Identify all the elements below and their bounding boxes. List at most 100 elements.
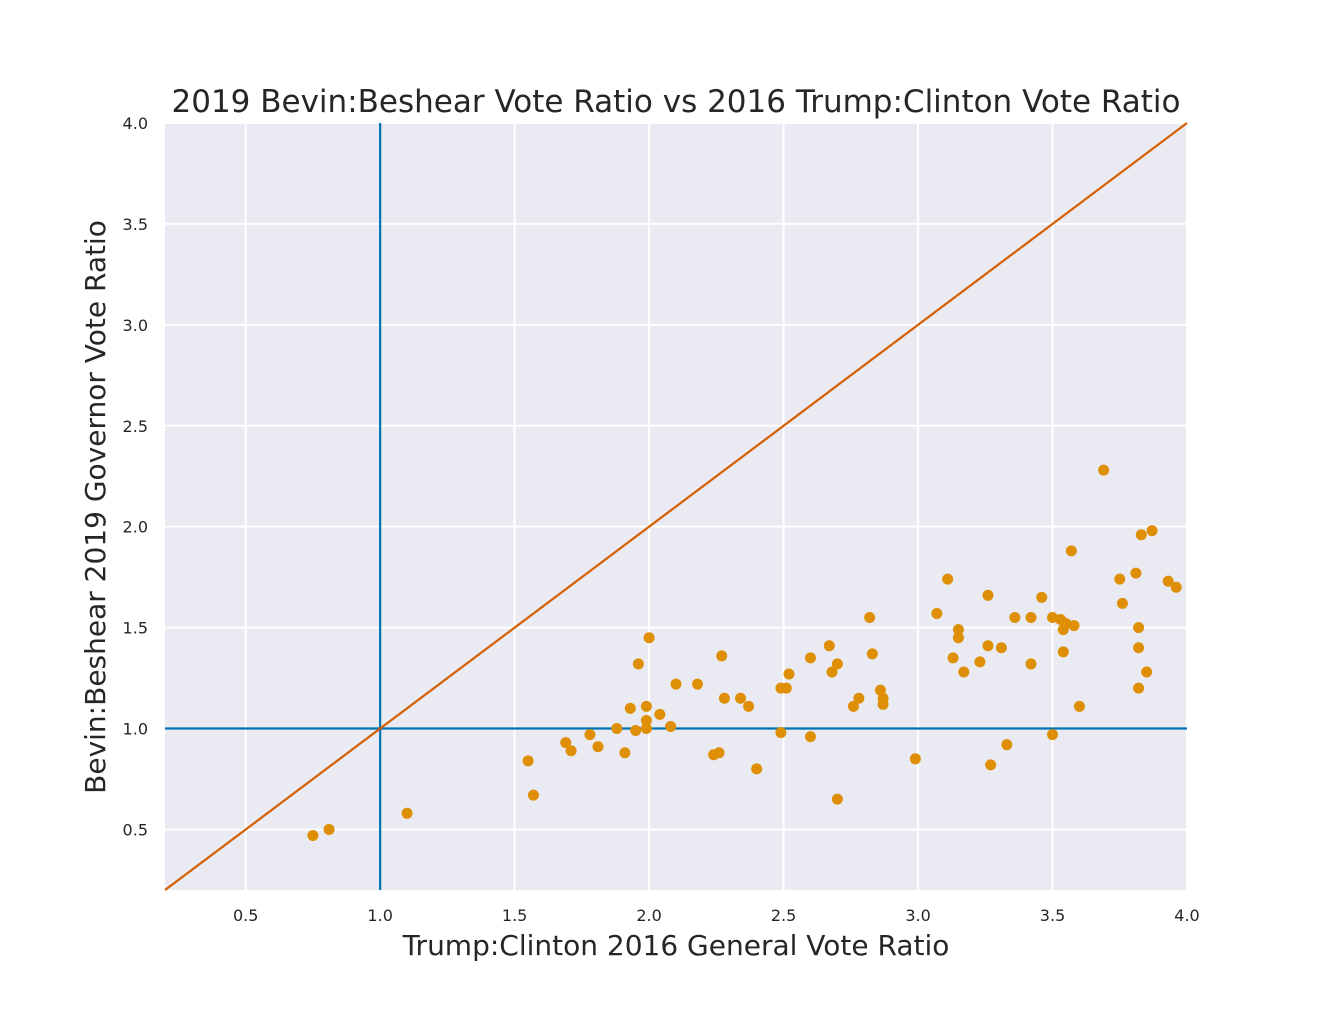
- y-tick-label: 3.5: [123, 215, 148, 234]
- data-point: [877, 698, 889, 710]
- diagonal-line: [164, 122, 1188, 891]
- y-tick-label: 1.0: [123, 720, 148, 739]
- x-tick-label: 4.0: [1174, 906, 1199, 925]
- data-point: [1009, 612, 1021, 624]
- data-point: [713, 747, 725, 759]
- y-tick-label: 2.5: [123, 417, 148, 436]
- data-point: [783, 668, 795, 680]
- data-point: [804, 731, 816, 743]
- data-point: [718, 692, 730, 704]
- data-point: [826, 666, 838, 678]
- data-point: [848, 700, 860, 712]
- data-point: [630, 725, 642, 737]
- data-point: [654, 708, 666, 720]
- data-point: [1133, 622, 1145, 634]
- data-point: [804, 652, 816, 664]
- data-point: [1001, 739, 1013, 751]
- y-tick-label: 2.0: [123, 518, 148, 537]
- data-point: [565, 745, 577, 757]
- data-points: [307, 464, 1182, 842]
- data-point: [1047, 729, 1059, 741]
- data-point: [995, 642, 1007, 654]
- x-tick-label: 2.5: [771, 906, 796, 925]
- data-point: [775, 727, 787, 739]
- y-axis-label: Bevin:Beshear 2019 Governor Vote Ratio: [79, 220, 112, 794]
- data-point: [751, 763, 763, 775]
- data-point: [624, 702, 636, 714]
- data-point: [1162, 575, 1174, 587]
- y-tick-label: 3.0: [123, 316, 148, 335]
- data-point: [1025, 658, 1037, 670]
- data-point: [982, 589, 994, 601]
- x-tick-label: 1.5: [502, 906, 527, 925]
- data-point: [780, 682, 792, 694]
- x-tick-label: 2.0: [636, 906, 661, 925]
- data-point: [985, 759, 997, 771]
- y-tick-label: 1.5: [123, 619, 148, 638]
- data-point: [831, 658, 843, 670]
- data-point: [640, 700, 652, 712]
- data-point: [952, 632, 964, 644]
- data-point: [1133, 682, 1145, 694]
- data-point: [942, 573, 954, 585]
- x-tick-label: 3.5: [1040, 906, 1065, 925]
- data-point: [527, 789, 539, 801]
- data-point: [831, 793, 843, 805]
- data-point: [592, 741, 604, 753]
- data-point: [1065, 545, 1077, 557]
- data-point: [584, 729, 596, 741]
- data-point: [931, 607, 943, 619]
- x-tick-label: 3.0: [905, 906, 930, 925]
- data-point: [1098, 464, 1110, 476]
- data-point: [1068, 620, 1080, 632]
- data-point: [947, 652, 959, 664]
- data-point: [982, 640, 994, 652]
- y-tick-label: 4.0: [123, 114, 148, 133]
- x-axis-label: Trump:Clinton 2016 General Vote Ratio: [402, 929, 950, 962]
- data-point: [1135, 529, 1147, 541]
- data-point: [611, 723, 623, 735]
- data-point: [909, 753, 921, 765]
- data-point: [866, 648, 878, 660]
- chart-title: 2019 Bevin:Beshear Vote Ratio vs 2016 Tr…: [172, 84, 1181, 120]
- y-tick-label: 0.5: [123, 820, 148, 839]
- data-point: [401, 807, 413, 819]
- tick-labels: 0.5 1.0 1.5 2.0 2.5 3.0 3.5 4.0 0.5 1.0 1.5 2.0 2.5 3…: [123, 114, 1200, 925]
- data-point: [692, 678, 704, 690]
- data-point: [560, 737, 572, 749]
- data-point: [1073, 700, 1085, 712]
- data-point: [952, 624, 964, 636]
- data-point: [958, 666, 970, 678]
- x-tick-label: 0.5: [233, 906, 258, 925]
- data-point: [1170, 581, 1182, 593]
- data-point: [1025, 612, 1037, 624]
- data-point: [716, 650, 728, 662]
- data-point: [632, 658, 644, 670]
- data-point: [1146, 525, 1158, 537]
- data-point: [974, 656, 986, 668]
- data-point: [853, 692, 865, 704]
- data-point: [1133, 642, 1145, 654]
- data-point: [735, 692, 747, 704]
- data-point: [323, 823, 335, 835]
- data-point: [743, 700, 755, 712]
- data-point: [1116, 597, 1128, 609]
- data-point: [1036, 591, 1048, 603]
- data-point: [1114, 573, 1126, 585]
- data-point: [670, 678, 682, 690]
- data-point: [1130, 567, 1142, 579]
- data-point: [665, 721, 677, 733]
- data-point: [640, 723, 652, 735]
- data-point: [522, 755, 534, 767]
- data-point: [1141, 666, 1153, 678]
- data-point: [1057, 646, 1069, 658]
- data-point: [307, 830, 319, 842]
- data-point: [864, 612, 876, 624]
- data-point: [643, 632, 655, 644]
- x-tick-label: 1.0: [367, 906, 392, 925]
- data-point: [823, 640, 835, 652]
- data-point: [619, 747, 631, 759]
- reference-lines: [164, 122, 1188, 891]
- data-point: [640, 714, 652, 726]
